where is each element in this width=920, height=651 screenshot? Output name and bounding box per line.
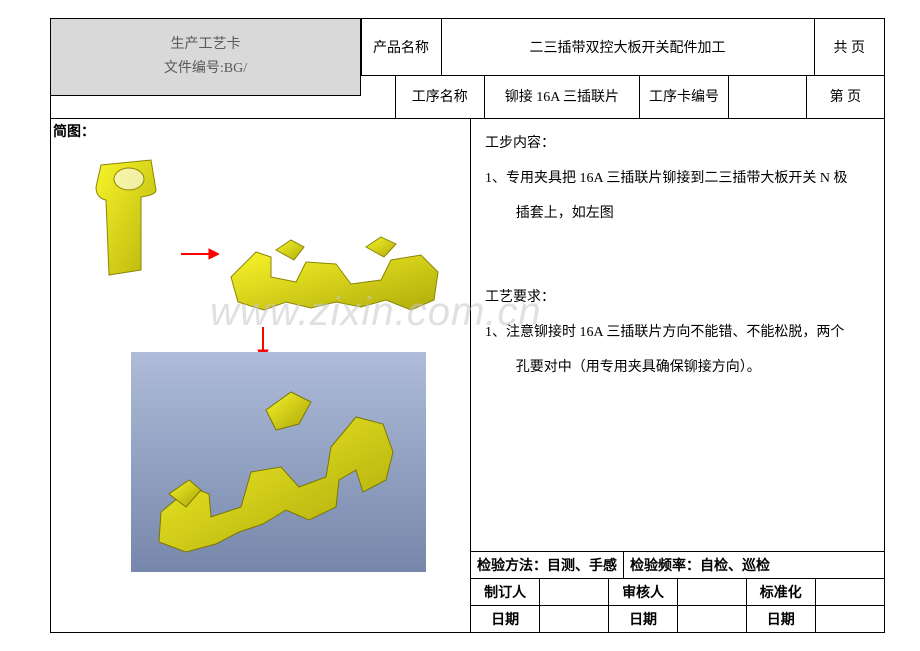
header-left-merged: 生产工艺卡文件编号:BG/ (51, 19, 361, 96)
text-panel: 工步内容： 1、专用夹具把 16A 三插联片铆接到二三插带大板开关 N 极 插套… (471, 119, 884, 632)
sign-author-value (540, 579, 609, 606)
hdr-process-label: 工序名称 (395, 75, 484, 119)
hdr-page-current: 第 页 (806, 75, 884, 119)
hdr-process-value: 铆接 16A 三插联片 (484, 75, 639, 119)
hdr-cardno-label: 工序卡编号 (640, 75, 729, 119)
signoff-table: 制订人 审核人 标准化 日期 日期 日期 (471, 578, 884, 632)
hdr-pages-total: 共 页 (814, 19, 884, 75)
diagram-area (61, 127, 460, 624)
part-b-image (216, 222, 451, 322)
sign-date3-value (815, 606, 884, 633)
hdr-product-value: 二三插带双控大板开关配件加工 (441, 19, 814, 75)
part-c-image (131, 352, 426, 572)
main-area: 简图： (51, 119, 884, 632)
req-1-line1: 1、注意铆接时 16A 三插联片方向不能错、不能松脱，两个 (485, 318, 870, 349)
sign-date1-label: 日期 (471, 606, 540, 633)
sign-std-value (815, 579, 884, 606)
sign-review-value (677, 579, 746, 606)
sign-date2-label: 日期 (609, 606, 678, 633)
doc-title: 生产工艺卡 (171, 33, 241, 57)
text-content: 工步内容： 1、专用夹具把 16A 三插联片铆接到二三插带大板开关 N 极 插套… (471, 119, 884, 551)
sign-review-label: 审核人 (609, 579, 678, 606)
inspect-freq-value: 自检、巡检 (700, 559, 770, 574)
hdr-cardno-value (728, 75, 806, 119)
page-root: 生产工艺卡 文件编号:BG/ 产品名称 二三插带双控大板开关配件加工 共 页 工… (0, 0, 920, 651)
req-title: 工艺要求： (485, 283, 870, 314)
hdr-product-label: 产品名称 (361, 19, 441, 75)
diagram-panel: 简图： (51, 119, 471, 632)
sign-date1-value (540, 606, 609, 633)
inspect-freq: 检验频率：自检、巡检 (624, 552, 884, 578)
inspect-method-label: 检验方法：目测、手感 (471, 552, 624, 578)
inspect-row: 检验方法：目测、手感 检验频率：自检、巡检 (471, 551, 884, 578)
inspect-method-value: 目测、手感 (547, 559, 617, 574)
document-frame: 生产工艺卡 文件编号:BG/ 产品名称 二三插带双控大板开关配件加工 共 页 工… (50, 18, 885, 633)
sign-author-label: 制订人 (471, 579, 540, 606)
inspect-freq-label: 检验频率： (630, 559, 700, 574)
inspect-method-label-text: 检验方法： (477, 559, 547, 574)
sign-date3-label: 日期 (746, 606, 815, 633)
step-1-line1: 1、专用夹具把 16A 三插联片铆接到二三插带大板开关 N 极 (485, 164, 870, 195)
sign-std-label: 标准化 (746, 579, 815, 606)
sign-date2-value (677, 606, 746, 633)
doc-number: 文件编号:BG/ (164, 57, 247, 81)
step-1-line2: 插套上，如左图 (485, 199, 870, 230)
steps-title: 工步内容： (485, 129, 870, 160)
req-1-line2: 孔要对中（用专用夹具确保铆接方向）。 (485, 353, 870, 384)
part-a-image (81, 155, 176, 280)
arrow-1-icon (179, 247, 219, 262)
spacer (485, 233, 870, 283)
